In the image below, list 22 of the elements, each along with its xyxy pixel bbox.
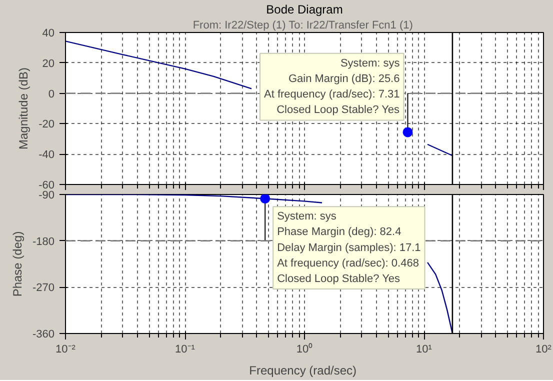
- y-tick-label: 0: [48, 88, 55, 100]
- x-tick-label: 10⁻²: [56, 344, 76, 356]
- y-axis-title: Magnitude (dB): [16, 67, 31, 150]
- x-tick-label: 10¹: [416, 344, 432, 356]
- annotation: System: sys Gain Margin (dB): 25.6 At frequency (rad/sec): 7.31 Closed Loop Stable? Yes: [264, 57, 400, 116]
- x-tick-label: 10⁰: [296, 342, 313, 356]
- y-tick-label: -270: [32, 282, 55, 294]
- y-tick-label: -90: [38, 190, 55, 202]
- y-tick-label: -180: [32, 236, 55, 248]
- y-axis-title: Phase (deg): [10, 231, 24, 297]
- x-axis-title: Frequency (rad/sec): [249, 364, 357, 378]
- y-tick-label: -20: [38, 118, 55, 131]
- x-tick-label: 10⁻¹: [175, 344, 196, 356]
- chart-subtitle: From: Ir22/Step (1) To: Ir22/Transfer Fcn1 (1): [192, 20, 413, 32]
- y-tick-label: 20: [42, 58, 55, 70]
- chart-title: Bode Diagram: [266, 2, 343, 16]
- y-tick-label: 40: [42, 28, 55, 40]
- x-tick-label: 10²: [536, 344, 552, 356]
- annotation: System: sys Phase Margin (deg): 82.4 Delay Margin (samples): 17.1 At frequency (rad/sec): 0.468 Closed Loop Stable? Yes: [277, 210, 421, 286]
- y-tick-label: -360: [32, 328, 55, 340]
- y-tick-label: -60: [38, 180, 55, 192]
- y-tick-label: -40: [38, 149, 55, 162]
